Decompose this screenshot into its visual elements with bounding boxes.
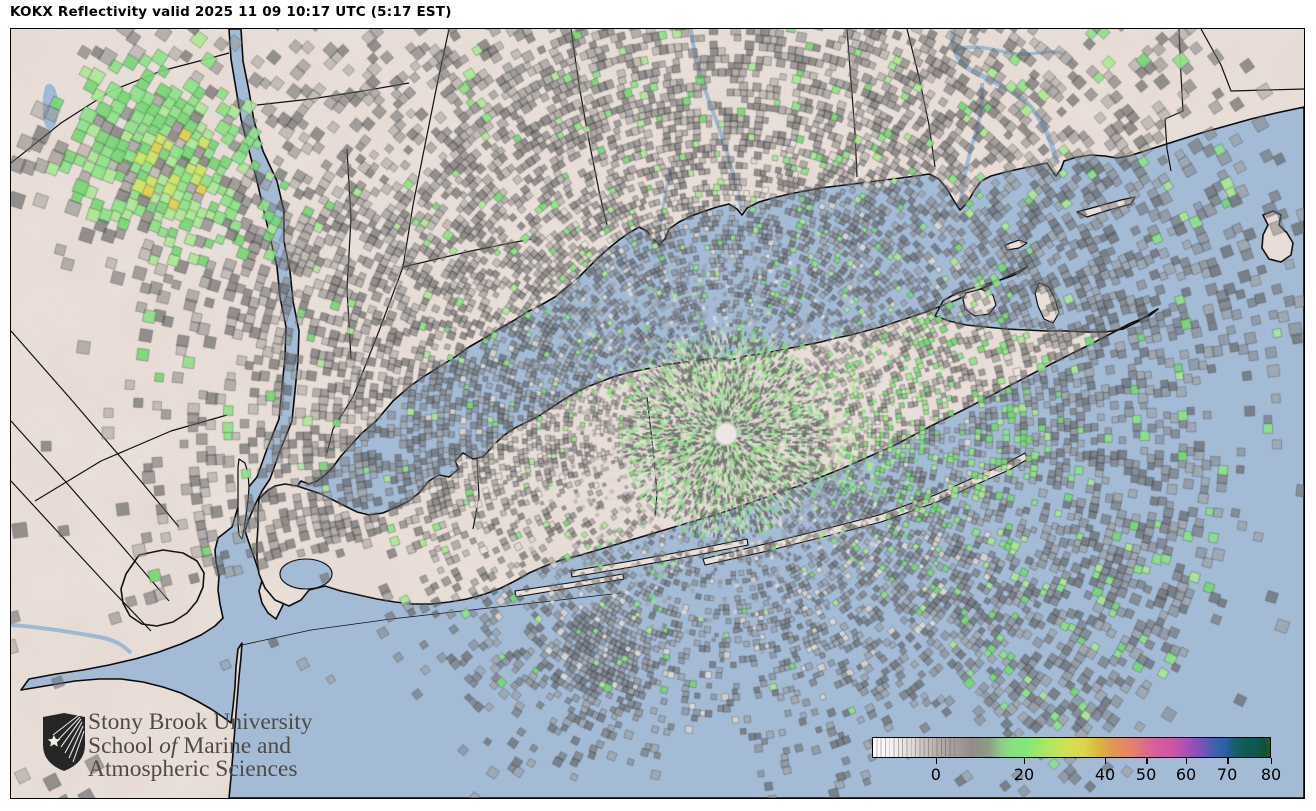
colorbar-tick-label: 80 <box>1260 765 1282 784</box>
colorbar: 0 20 40 50 60 70 80 <box>872 737 1281 789</box>
colorbar-tick <box>935 758 938 764</box>
colorbar-tick-label: 20 <box>1013 765 1035 784</box>
colorbar-tick <box>1227 758 1229 764</box>
colorbar-segment-lines <box>873 738 957 757</box>
colorbar-tick <box>1271 758 1273 764</box>
map-frame: 0 20 40 50 60 70 80 Stony Brook University Sch… <box>10 28 1305 799</box>
colorbar-tick <box>1105 758 1107 764</box>
colorbar-tick-label: 50 <box>1135 765 1157 784</box>
sbu-wordmark-line3: Atmospheric Sciences <box>88 756 298 782</box>
sbu-wordmark-line1: Stony Brook University <box>88 709 313 735</box>
sbu-shield-icon <box>43 713 85 771</box>
colorbar-tick-label: 60 <box>1175 765 1197 784</box>
colorbar-gradient <box>873 738 1270 757</box>
radar-canvas <box>11 29 1304 798</box>
colorbar-tick <box>1146 758 1148 764</box>
colorbar-tick-label: 40 <box>1094 765 1116 784</box>
sbu-wordmark: Stony Brook University School of Marine … <box>88 709 313 782</box>
sbu-wordmark-line2: School of Marine and <box>88 732 291 759</box>
colorbar-tick-label: 0 <box>930 765 941 784</box>
colorbar-tick <box>1024 758 1026 764</box>
colorbar-bar <box>872 737 1271 758</box>
colorbar-tick <box>1186 758 1188 764</box>
colorbar-tick-label: 70 <box>1216 765 1238 784</box>
sbu-logo: Stony Brook University School of Marine … <box>41 709 341 799</box>
page-title: KOKX Reflectivity valid 2025 11 09 10:17… <box>10 4 452 20</box>
